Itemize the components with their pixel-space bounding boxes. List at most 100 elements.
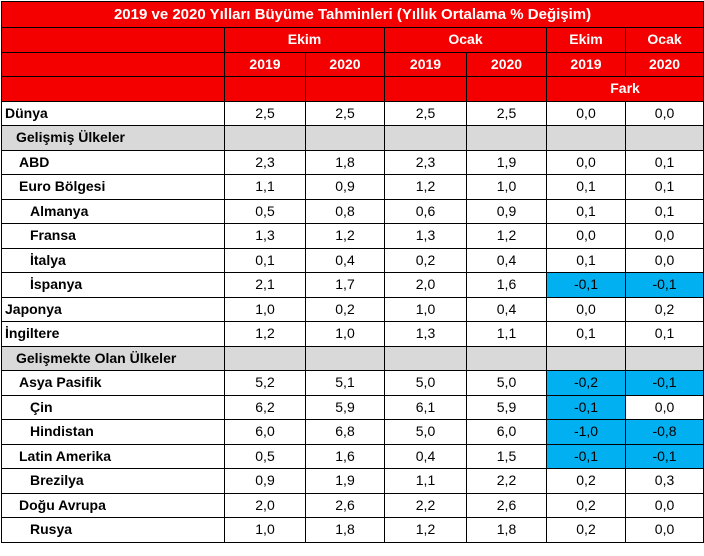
table-row: Almanya 0,5 0,8 0,6 0,9 0,1 0,1 bbox=[1, 198, 704, 224]
value-cell: 1,2 bbox=[466, 223, 547, 249]
header-blank bbox=[466, 76, 547, 102]
value-cell: 6,1 bbox=[384, 394, 467, 420]
diff-cell: 0,2 bbox=[546, 468, 626, 494]
value-cell: 1,9 bbox=[305, 468, 385, 494]
value-cell: 5,0 bbox=[384, 370, 467, 396]
table-title: 2019 ve 2020 Yılları Büyüme Tahminleri (… bbox=[0, 1, 704, 28]
diff-cell: 0,1 bbox=[624, 198, 704, 224]
value-cell: 0,2 bbox=[384, 247, 467, 273]
country-label: Almanya bbox=[1, 198, 225, 224]
country-label: Çin bbox=[1, 394, 225, 420]
header-year: 2019 bbox=[546, 51, 626, 77]
value-cell: 2,5 bbox=[224, 100, 306, 126]
value-cell: 1,0 bbox=[466, 174, 547, 200]
empty-cell bbox=[224, 345, 306, 371]
diff-cell: 0,1 bbox=[624, 321, 704, 347]
table-row: Japonya 1,0 0,2 1,0 0,4 0,0 0,2 bbox=[1, 296, 704, 322]
empty-cell bbox=[224, 125, 306, 151]
section-row: Gelişmekte Olan Ülkeler bbox=[1, 345, 704, 371]
country-label: Fransa bbox=[1, 223, 225, 249]
diff-cell: -0,2 bbox=[546, 370, 626, 396]
diff-cell: 0,2 bbox=[546, 492, 626, 518]
empty-cell bbox=[305, 345, 385, 371]
table-row: Doğu Avrupa 2,0 2,6 2,2 2,6 0,2 0,0 bbox=[1, 492, 704, 518]
value-cell: 0,4 bbox=[384, 443, 467, 469]
header-year: 2019 bbox=[224, 51, 306, 77]
country-label: Dünya bbox=[1, 100, 225, 126]
value-cell: 6,2 bbox=[224, 394, 306, 420]
header-year: 2019 bbox=[384, 51, 467, 77]
header-diff-ekim: Ekim bbox=[546, 27, 626, 53]
diff-cell: 0,0 bbox=[546, 149, 626, 175]
table-row: Hindistan 6,0 6,8 5,0 6,0 -1,0 -0,8 bbox=[1, 419, 704, 445]
empty-cell bbox=[624, 125, 704, 151]
country-label: İspanya bbox=[1, 272, 225, 298]
value-cell: 0,6 bbox=[384, 198, 467, 224]
country-label: Latin Amerika bbox=[1, 443, 225, 469]
diff-cell: 0,0 bbox=[546, 100, 626, 126]
diff-cell: 0,1 bbox=[546, 174, 626, 200]
diff-cell: 0,1 bbox=[546, 198, 626, 224]
value-cell: 5,9 bbox=[305, 394, 385, 420]
header-blank bbox=[1, 76, 225, 102]
value-cell: 0,4 bbox=[305, 247, 385, 273]
table-row: Çin 6,2 5,9 6,1 5,9 -0,1 0,0 bbox=[1, 394, 704, 420]
value-cell: 5,9 bbox=[466, 394, 547, 420]
value-cell: 1,3 bbox=[224, 223, 306, 249]
table-row: İspanya 2,1 1,7 2,0 1,6 -0,1 -0,1 bbox=[1, 272, 704, 298]
header-blank bbox=[224, 76, 306, 102]
country-label: Rusya bbox=[1, 517, 225, 543]
value-cell: 0,5 bbox=[224, 443, 306, 469]
table-row: Euro Bölgesi 1,1 0,9 1,2 1,0 0,1 0,1 bbox=[1, 174, 704, 200]
value-cell: 1,6 bbox=[305, 443, 385, 469]
diff-cell: -1,0 bbox=[546, 419, 626, 445]
diff-cell: 0,1 bbox=[624, 149, 704, 175]
country-label: Hindistan bbox=[1, 419, 225, 445]
value-cell: 6,0 bbox=[224, 419, 306, 445]
empty-cell bbox=[546, 125, 626, 151]
value-cell: 0,9 bbox=[224, 468, 306, 494]
diff-cell: -0,1 bbox=[546, 394, 626, 420]
value-cell: 1,8 bbox=[305, 149, 385, 175]
value-cell: 2,0 bbox=[224, 492, 306, 518]
diff-cell: 0,0 bbox=[546, 223, 626, 249]
value-cell: 1,3 bbox=[384, 321, 467, 347]
value-cell: 2,2 bbox=[466, 468, 547, 494]
value-cell: 1,8 bbox=[305, 517, 385, 543]
value-cell: 1,0 bbox=[224, 517, 306, 543]
value-cell: 0,9 bbox=[305, 174, 385, 200]
diff-cell: 0,0 bbox=[546, 296, 626, 322]
table-row: ABD 2,3 1,8 2,3 1,9 0,0 0,1 bbox=[1, 149, 704, 175]
header-ocak: Ocak bbox=[384, 27, 547, 53]
value-cell: 2,3 bbox=[224, 149, 306, 175]
diff-cell: 0,1 bbox=[624, 174, 704, 200]
value-cell: 2,5 bbox=[384, 100, 467, 126]
diff-cell: 0,1 bbox=[546, 321, 626, 347]
header-blank bbox=[305, 76, 385, 102]
diff-cell: -0,1 bbox=[624, 370, 704, 396]
empty-cell bbox=[384, 125, 467, 151]
value-cell: 2,1 bbox=[224, 272, 306, 298]
value-cell: 6,0 bbox=[466, 419, 547, 445]
header-blank bbox=[1, 51, 225, 77]
value-cell: 0,1 bbox=[224, 247, 306, 273]
value-cell: 5,0 bbox=[384, 419, 467, 445]
value-cell: 2,2 bbox=[384, 492, 467, 518]
header-year: 2020 bbox=[624, 51, 704, 77]
diff-cell: -0,1 bbox=[624, 443, 704, 469]
header-year: 2020 bbox=[466, 51, 547, 77]
value-cell: 1,0 bbox=[305, 321, 385, 347]
value-cell: 1,0 bbox=[384, 296, 467, 322]
value-cell: 0,8 bbox=[305, 198, 385, 224]
diff-cell: 0,3 bbox=[624, 468, 704, 494]
value-cell: 2,3 bbox=[384, 149, 467, 175]
value-cell: 0,4 bbox=[466, 296, 547, 322]
value-cell: 1,2 bbox=[305, 223, 385, 249]
diff-cell: 0,0 bbox=[624, 517, 704, 543]
value-cell: 6,8 bbox=[305, 419, 385, 445]
section-label: Gelişmekte Olan Ülkeler bbox=[1, 345, 225, 371]
value-cell: 2,5 bbox=[305, 100, 385, 126]
diff-cell: 0,1 bbox=[546, 247, 626, 273]
diff-cell: 0,2 bbox=[624, 296, 704, 322]
table-row: Dünya 2,5 2,5 2,5 2,5 0,0 0,0 bbox=[1, 100, 704, 126]
